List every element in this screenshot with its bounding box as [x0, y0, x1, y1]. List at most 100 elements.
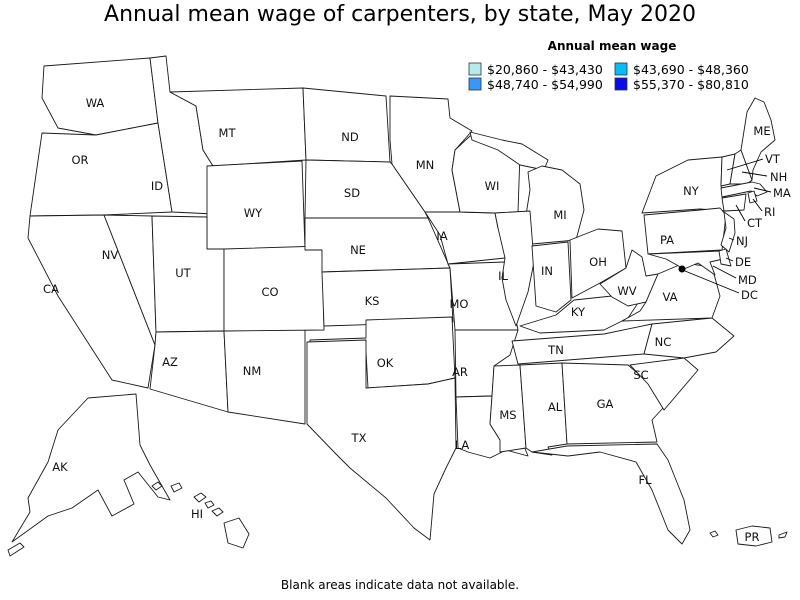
state-label-FL: FL	[638, 473, 652, 487]
state-label-IN: IN	[541, 264, 553, 278]
state-label-VT: VT	[765, 152, 781, 166]
legend-swatch-bin2	[614, 62, 628, 76]
state-CT[interactable]	[721, 193, 747, 212]
state-label-AL: AL	[548, 400, 563, 414]
state-PR-islet-east[interactable]	[778, 531, 788, 539]
leader-NJ	[728, 237, 735, 241]
state-IN[interactable]	[531, 241, 572, 313]
state-label-IL: IL	[498, 269, 508, 283]
state-NM[interactable]	[223, 327, 306, 425]
state-label-NH: NH	[770, 170, 787, 184]
state-label-AK: AK	[52, 460, 68, 474]
state-HI-hawaii[interactable]	[223, 517, 250, 549]
state-AK[interactable]	[11, 393, 171, 543]
state-label-SD: SD	[344, 186, 360, 200]
state-label-DC: DC	[741, 288, 758, 302]
state-label-TX: TX	[351, 431, 367, 445]
leader-RI	[752, 198, 763, 212]
state-label-TN: TN	[547, 343, 564, 357]
legend-title: Annual mean wage	[548, 39, 677, 53]
state-MA[interactable]	[720, 181, 768, 198]
state-label-RI: RI	[764, 205, 775, 219]
state-DE[interactable]	[718, 248, 732, 267]
state-GA[interactable]	[561, 362, 664, 445]
state-label-AR: AR	[452, 365, 468, 379]
state-TX[interactable]	[306, 339, 457, 541]
state-label-KY: KY	[571, 305, 586, 319]
state-NE[interactable]	[304, 217, 451, 273]
state-RI[interactable]	[747, 190, 758, 204]
state-label-PA: PA	[660, 233, 674, 247]
state-IL[interactable]	[494, 210, 535, 327]
state-PR-islet-west[interactable]	[709, 530, 719, 538]
state-label-PR: PR	[745, 530, 760, 544]
state-NJ[interactable]	[720, 211, 736, 253]
state-label-GA: GA	[597, 397, 614, 411]
legend-swatch-bin3	[468, 77, 482, 91]
state-label-SC: SC	[633, 368, 648, 382]
state-label-WA: WA	[86, 96, 105, 110]
state-AZ[interactable]	[149, 330, 229, 413]
state-label-MT: MT	[219, 126, 237, 140]
legend-label-bin2: $43,690 - $48,360	[633, 62, 749, 77]
state-HI-kauai[interactable]	[151, 481, 163, 491]
legend-label-bin3: $48,740 - $54,990	[487, 77, 603, 92]
leader-DC	[684, 270, 740, 294]
state-HI-lanai[interactable]	[204, 500, 215, 509]
state-MI[interactable]	[525, 165, 585, 245]
footnote: Blank areas indicate data not available.	[281, 578, 519, 592]
leader-DE	[725, 257, 734, 262]
leader-MD	[712, 265, 737, 279]
leader-CT	[735, 204, 746, 222]
state-FL[interactable]	[531, 443, 691, 545]
state-label-CO: CO	[261, 285, 278, 299]
states-layer	[7, 55, 788, 557]
state-label-ND: ND	[341, 130, 359, 144]
state-label-MS: MS	[499, 408, 516, 422]
page-title: Annual mean wage of carpenters, by state…	[104, 2, 696, 27]
state-label-CA: CA	[43, 282, 59, 296]
state-label-CT: CT	[747, 216, 763, 230]
leader-lines	[684, 158, 772, 294]
state-label-KS: KS	[365, 294, 380, 308]
state-label-DE: DE	[735, 255, 751, 269]
state-CO[interactable]	[223, 245, 325, 332]
state-label-NY: NY	[683, 184, 700, 198]
state-OR[interactable]	[29, 122, 173, 217]
state-label-OH: OH	[589, 255, 607, 269]
legend-swatch-bin1	[468, 62, 482, 76]
state-NH[interactable]	[729, 149, 753, 185]
state-label-LA: LA	[455, 438, 470, 452]
state-PA[interactable]	[643, 207, 727, 255]
state-label-HI: HI	[191, 507, 203, 521]
leader-VT	[726, 158, 764, 171]
state-label-NM: NM	[243, 364, 262, 378]
state-SC[interactable]	[629, 357, 699, 411]
state-label-NJ: NJ	[736, 234, 748, 248]
state-label-AZ: AZ	[162, 355, 178, 369]
state-label-MI: MI	[553, 208, 566, 222]
legend-label-bin1: $20,860 - $43,430	[487, 62, 603, 77]
state-label-IA: IA	[436, 229, 447, 243]
state-HI-maui[interactable]	[211, 507, 224, 517]
state-WV[interactable]	[599, 249, 659, 307]
state-label-OR: OR	[71, 153, 88, 167]
state-label-MD: MD	[738, 273, 757, 287]
legend-label-bin4: $55,370 - $80,810	[633, 77, 749, 92]
state-HI-molokai[interactable]	[193, 492, 207, 503]
state-label-WI: WI	[485, 179, 500, 193]
leader-NH	[741, 171, 768, 177]
state-HI-oahu[interactable]	[170, 482, 183, 493]
state-label-NE: NE	[350, 243, 366, 257]
state-KS[interactable]	[321, 267, 454, 327]
leader-MA	[753, 187, 772, 193]
legend-swatch-bin4	[614, 77, 628, 91]
state-PR[interactable]	[735, 525, 773, 547]
state-label-MO: MO	[450, 297, 469, 311]
state-ME[interactable]	[740, 97, 776, 181]
state-label-MA: MA	[773, 186, 791, 200]
state-label-NV: NV	[102, 248, 119, 262]
state-AK-island[interactable]	[7, 542, 25, 557]
state-ND[interactable]	[302, 87, 391, 163]
dc-marker[interactable]	[678, 265, 686, 273]
